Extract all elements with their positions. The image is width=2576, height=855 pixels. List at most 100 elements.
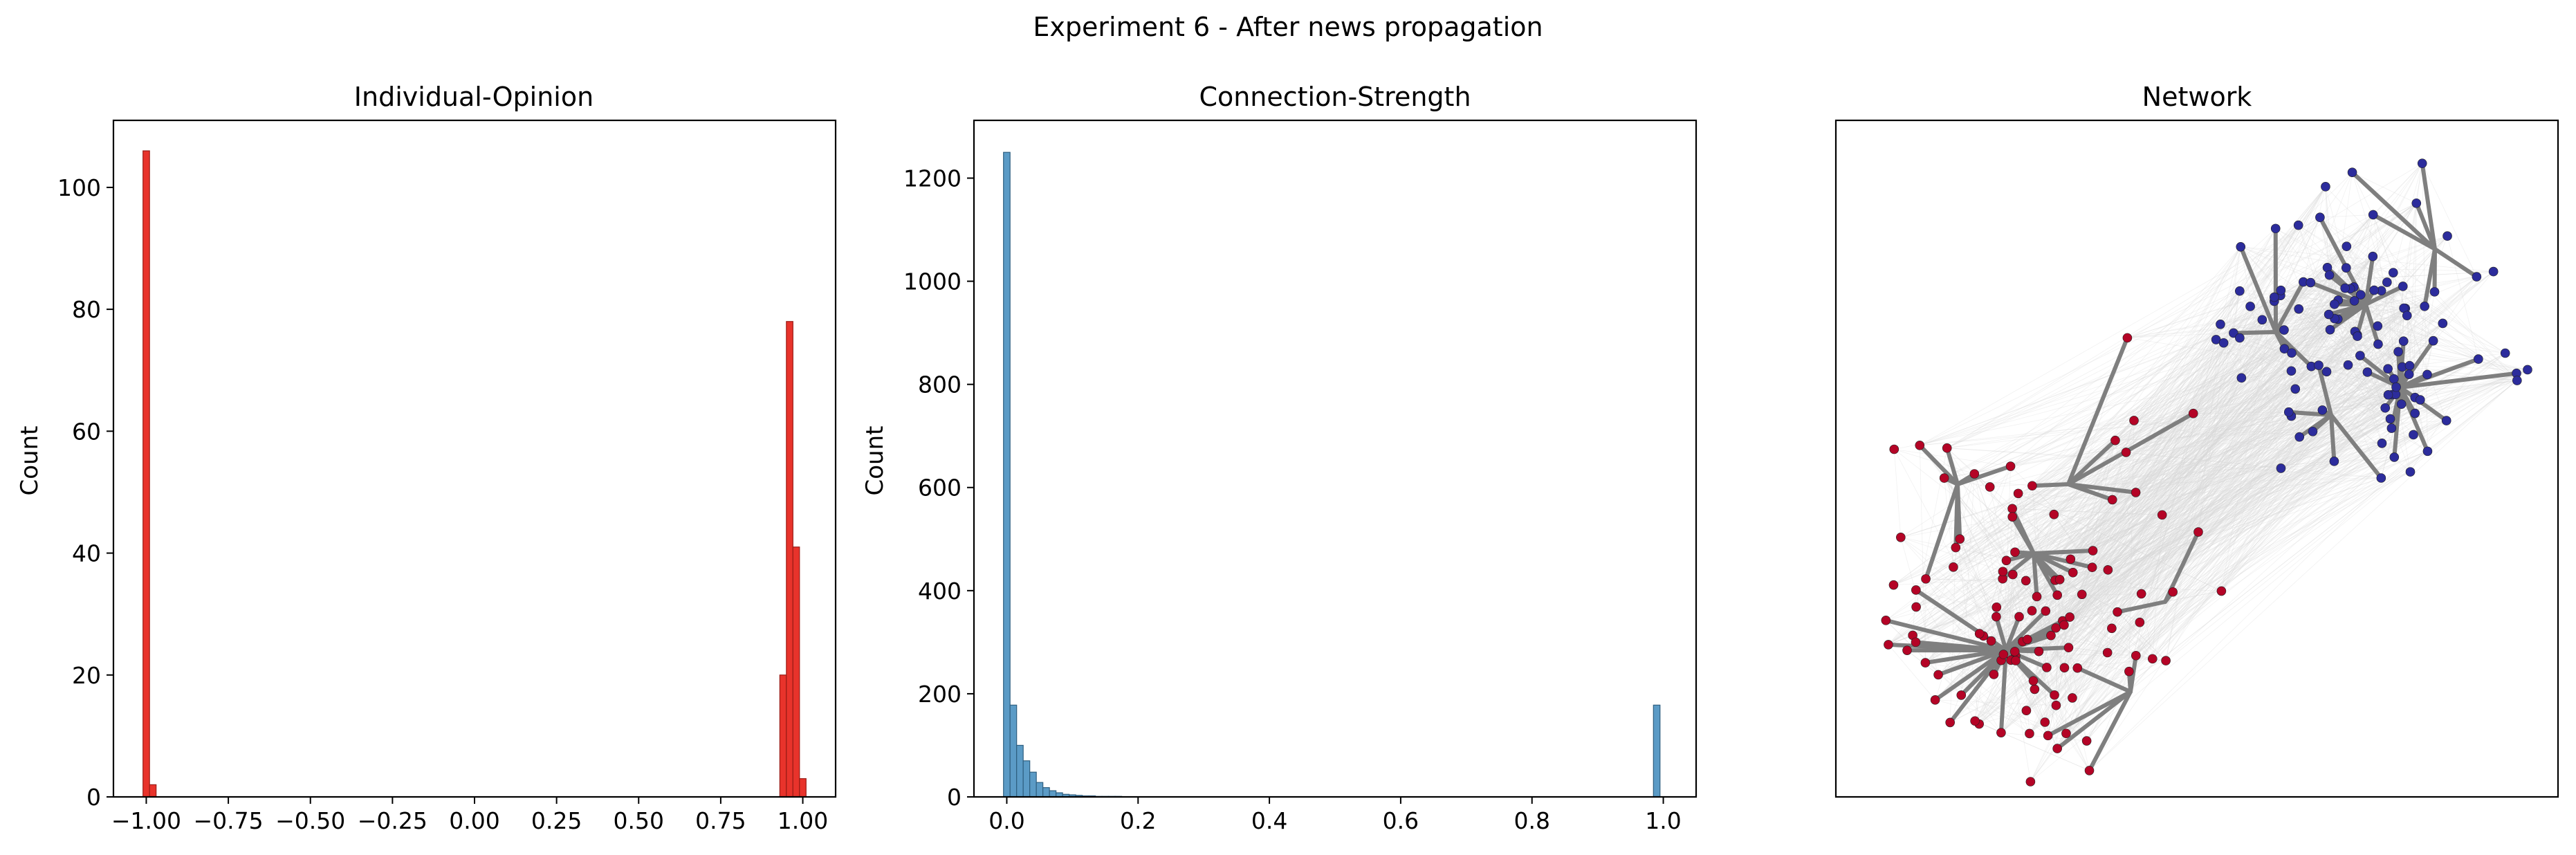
network-node xyxy=(2391,382,2401,392)
network-weak-edge xyxy=(2117,367,2403,612)
x-tick-label: −0.50 xyxy=(275,807,345,834)
network-weak-edge xyxy=(1974,282,2304,475)
network-node xyxy=(2308,426,2318,436)
network-weak-edge xyxy=(1996,616,2058,749)
network-weak-edge xyxy=(1947,246,2347,449)
network-weak-edge xyxy=(2128,291,2435,672)
network-weak-edge xyxy=(2291,318,2338,353)
network-strong-edge xyxy=(2004,551,2036,563)
network-weak-edge xyxy=(2281,436,2300,469)
network-node xyxy=(2523,365,2532,375)
network-weak-edge xyxy=(2036,352,2292,597)
network-strong-edge xyxy=(2371,212,2437,251)
network-graph: Network xyxy=(1834,82,2559,798)
network-weak-edge xyxy=(2115,291,2241,441)
network-weak-edge xyxy=(2046,282,2304,668)
network-weak-edge xyxy=(1956,374,2428,548)
network-node xyxy=(2030,684,2040,695)
network-weak-edge xyxy=(1955,547,1997,617)
network-weak-edge xyxy=(2089,369,2528,771)
network-weak-edge xyxy=(2054,514,2093,551)
network-axes-frame xyxy=(1834,119,2559,798)
network-weak-edge xyxy=(2135,407,2386,656)
network-weak-edge xyxy=(2022,431,2313,642)
network-weak-edge xyxy=(1915,378,2395,607)
network-weak-edge xyxy=(1996,318,2335,617)
network-weak-edge xyxy=(1925,407,2386,663)
network-weak-edge xyxy=(2221,410,2323,591)
network-weak-edge xyxy=(2409,365,2528,370)
network-node xyxy=(2042,663,2052,672)
network-weak-edge xyxy=(1974,371,2368,475)
network-weak-edge xyxy=(2070,331,2355,560)
network-weak-edge xyxy=(1996,616,2078,669)
network-weak-edge xyxy=(2281,214,2373,291)
network-strong-edge xyxy=(2420,161,2437,251)
network-weak-edge xyxy=(1894,449,2011,467)
network-weak-edge xyxy=(2081,410,2323,595)
network-node xyxy=(2005,461,2016,471)
network-node xyxy=(2398,282,2408,291)
network-node xyxy=(2023,634,2032,645)
network-strong-edge xyxy=(2000,551,2036,581)
network-weak-edge xyxy=(2003,468,2281,655)
network-weak-edge xyxy=(1960,342,2224,540)
network-weak-edge xyxy=(2026,660,2166,711)
network-weak-edge xyxy=(2025,290,2382,581)
network-weak-edge xyxy=(1978,451,2428,724)
network-weak-edge xyxy=(2046,329,2330,668)
network-weak-edge xyxy=(2108,477,2382,571)
network-weak-edge xyxy=(2003,397,2416,572)
network-weak-edge xyxy=(2281,369,2528,469)
network-weak-edge xyxy=(2000,342,2224,733)
y-tick-label: 100 xyxy=(57,174,101,201)
network-weak-edge xyxy=(1944,397,2416,479)
network-weak-edge xyxy=(2070,387,2397,560)
network-weak-edge xyxy=(2018,493,2113,500)
network-strong-edge xyxy=(1884,618,2008,652)
network-weak-edge xyxy=(2056,353,2505,706)
network-weak-edge xyxy=(2050,335,2358,636)
network-weak-edge xyxy=(1886,403,2402,621)
network-weak-edge xyxy=(2056,579,2061,706)
x-tick-label: 0.4 xyxy=(1251,807,1287,834)
network-weak-edge xyxy=(2002,324,2221,579)
network-weak-edge xyxy=(2064,290,2281,668)
network-weak-edge xyxy=(1915,420,2135,607)
network-node xyxy=(2065,612,2074,622)
network-weak-edge xyxy=(2068,288,2350,648)
network-weak-edge xyxy=(1996,616,2153,659)
network-node xyxy=(2279,344,2290,354)
network-node xyxy=(2168,587,2178,597)
network-weak-edge xyxy=(2055,436,2300,629)
network-weak-edge xyxy=(2128,246,2241,672)
network-node xyxy=(2512,376,2522,385)
network-weak-edge xyxy=(2135,378,2394,493)
network-strong-edge xyxy=(2032,549,2095,555)
network-weak-edge xyxy=(2112,377,2242,500)
network-node xyxy=(2342,241,2352,251)
opinion-axes-frame xyxy=(112,119,837,798)
network-weak-edge xyxy=(2135,387,2397,493)
network-weak-edge xyxy=(1991,374,2428,641)
network-strong-edge xyxy=(2286,410,2333,417)
network-weak-edge xyxy=(1974,473,2012,661)
network-node xyxy=(2383,364,2393,374)
network-weak-edge xyxy=(1888,531,2199,645)
network-node xyxy=(2050,690,2059,700)
network-weak-edge xyxy=(1994,434,2414,675)
network-weak-edge xyxy=(2111,340,2434,629)
network-weak-edge xyxy=(2291,344,2378,353)
y-tick-label: 1200 xyxy=(903,165,962,192)
network-weak-edge xyxy=(2063,334,2358,625)
network-weak-edge xyxy=(1944,394,2393,479)
network-weak-edge xyxy=(2048,443,2382,736)
network-weak-edge xyxy=(2012,412,2289,575)
network-weak-edge xyxy=(1947,306,2251,449)
network-node xyxy=(1955,534,1965,544)
network-weak-edge xyxy=(1915,589,2002,733)
network-node xyxy=(1985,482,1995,492)
network-weak-edge xyxy=(2117,612,2166,661)
network-weak-edge xyxy=(1983,450,2428,636)
network-weak-edge xyxy=(2108,256,2373,571)
